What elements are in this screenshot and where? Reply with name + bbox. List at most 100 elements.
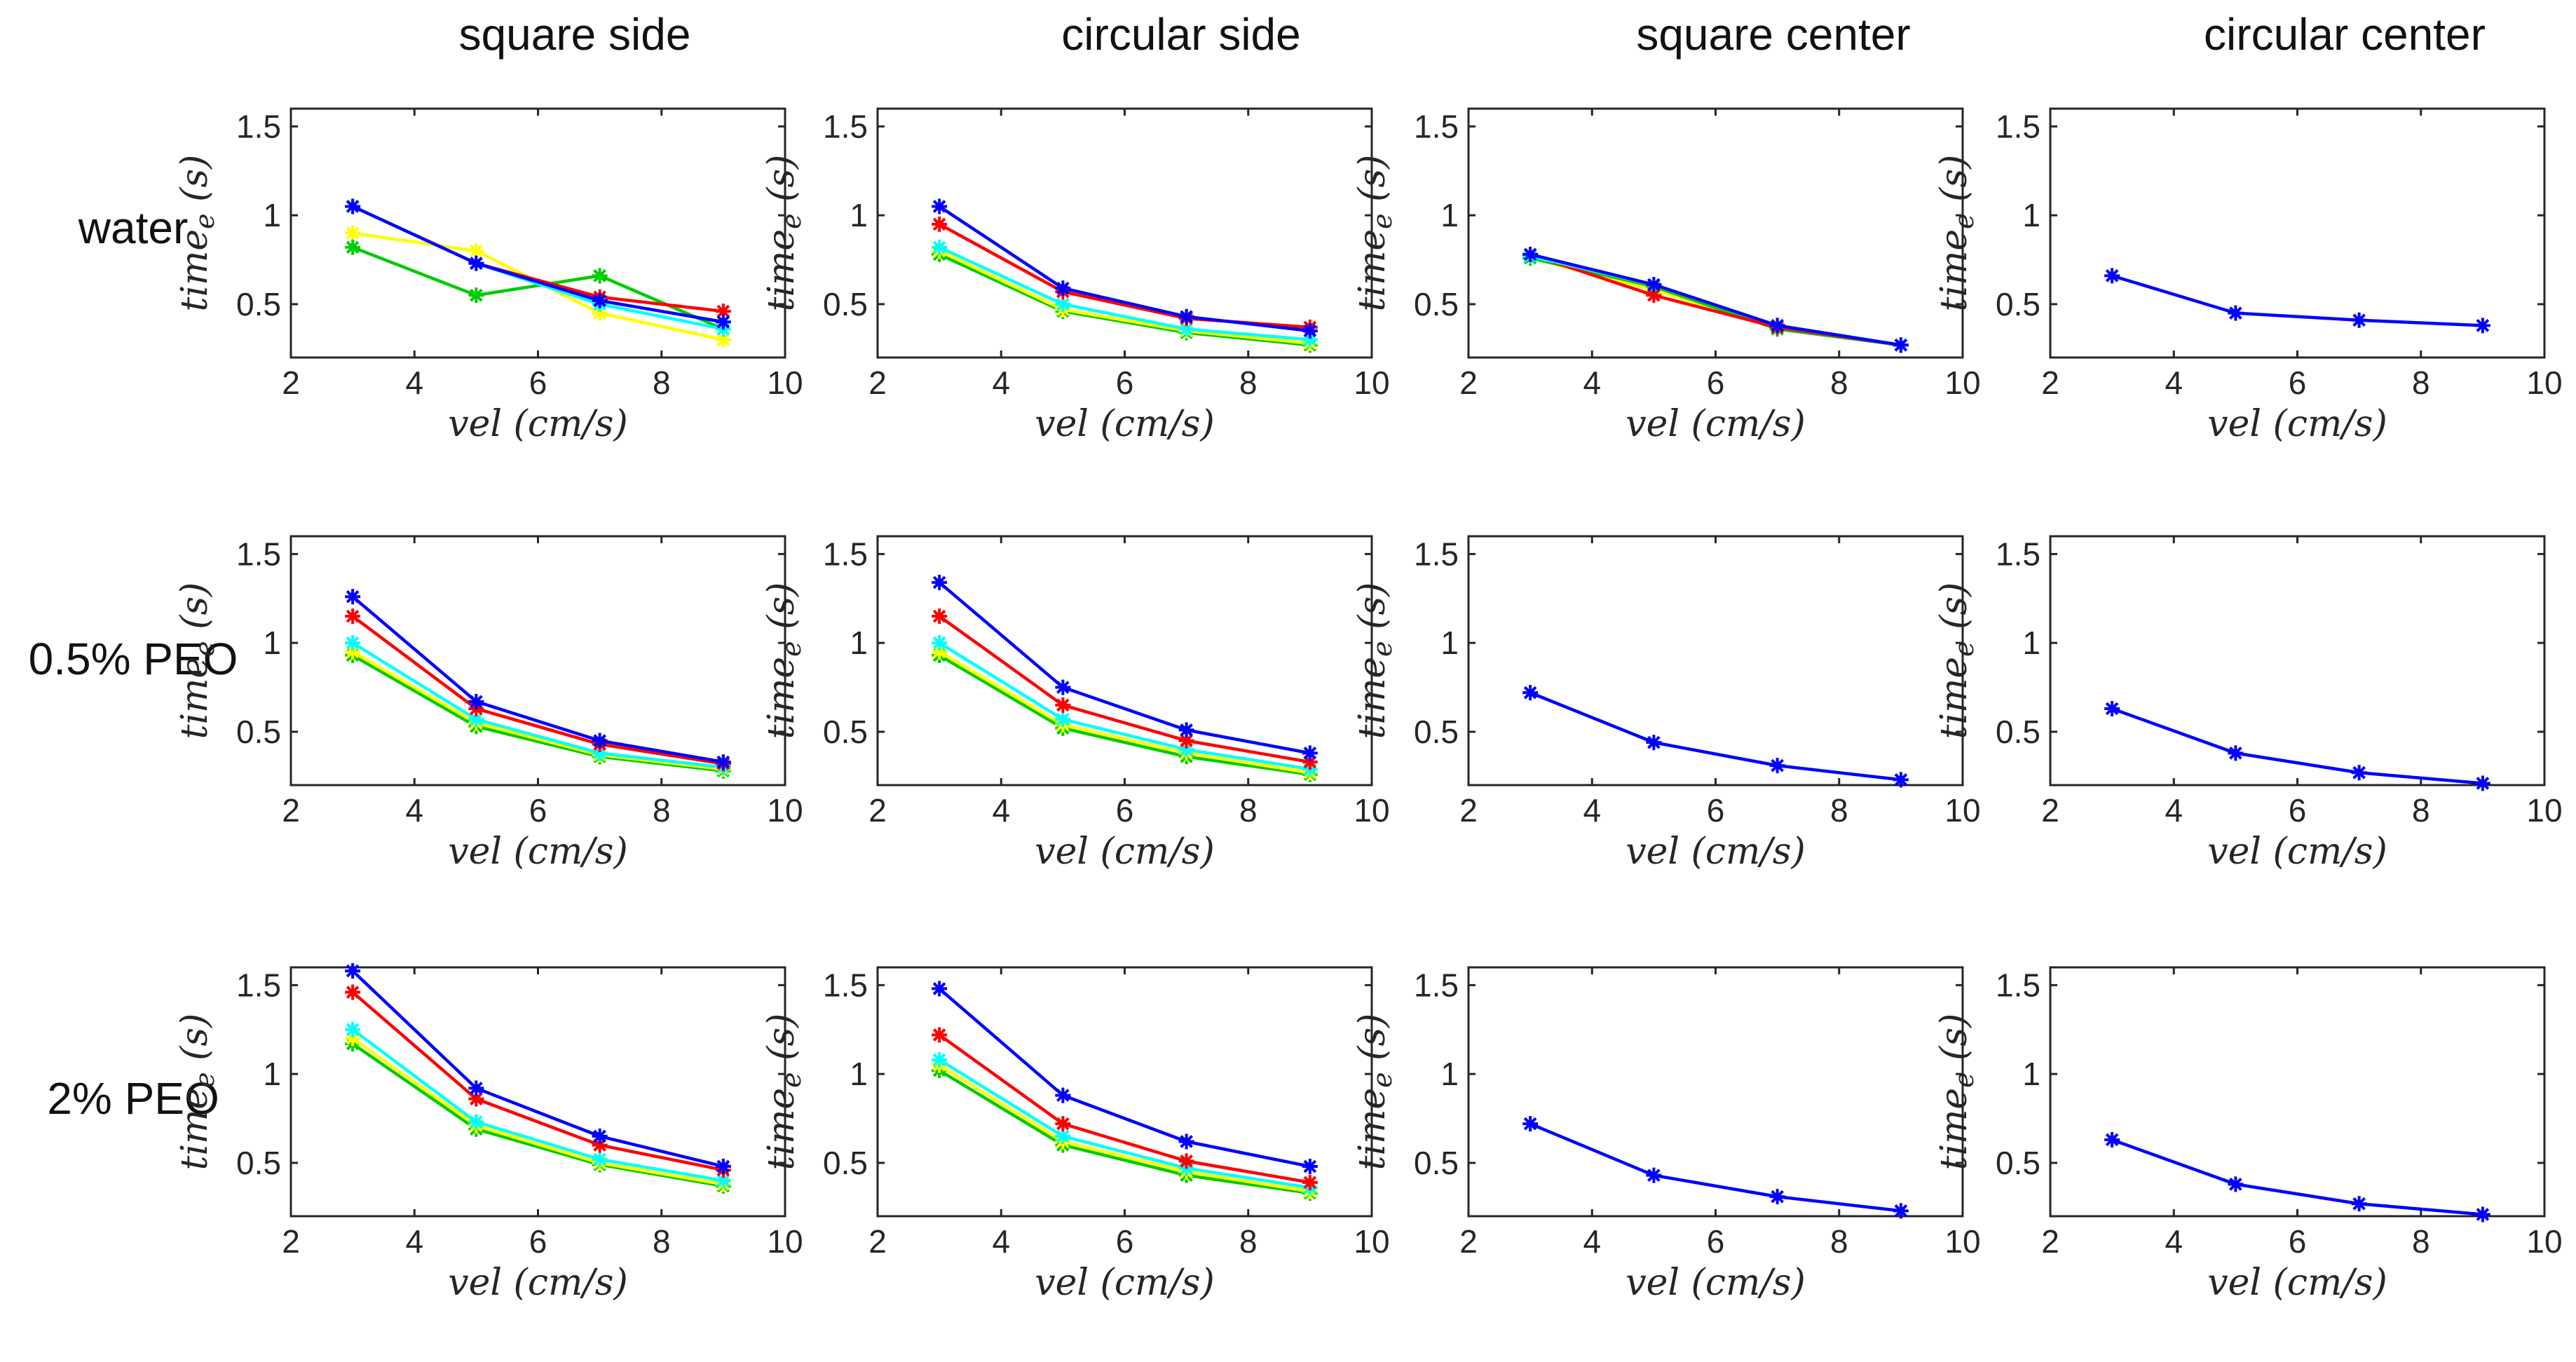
data-point-marker <box>592 1128 608 1144</box>
data-point-marker <box>345 589 361 605</box>
x-tick-label: 10 <box>767 365 803 401</box>
subplot-r2-c4: 2 4 6 8 10 0.5 1 1.5 vel (cm/s) timee (s) <box>1933 535 2563 873</box>
data-point-marker <box>932 608 948 625</box>
marker-stroke <box>2105 1133 2119 1147</box>
series-line <box>352 653 724 772</box>
x-tick-label: 8 <box>1830 1223 1848 1260</box>
x-axis-label: vel (cm/s) <box>1035 403 1215 445</box>
marker-stroke <box>346 986 360 999</box>
marker-stroke <box>716 315 730 329</box>
x-tick-label: 10 <box>767 792 803 829</box>
marker-stroke <box>1303 324 1317 338</box>
x-axis-label: vel (cm/s) <box>2207 831 2387 873</box>
x-axis-label: vel (cm/s) <box>448 831 628 873</box>
y-tick-label: 1 <box>1440 1056 1459 1092</box>
x-tick-label: 10 <box>1944 792 1980 829</box>
y-axis-label: timee (s) <box>174 583 220 740</box>
x-tick-label: 6 <box>529 792 547 829</box>
marker-stroke <box>1056 1129 1070 1143</box>
marker-stroke <box>1647 278 1661 292</box>
series-line <box>351 1028 724 1183</box>
x-tick-label: 10 <box>1354 792 1389 829</box>
x-tick-label: 8 <box>1239 792 1258 829</box>
data-point-marker <box>2104 1131 2120 1148</box>
y-tick-label: 1.5 <box>236 536 281 572</box>
series-line <box>938 987 1311 1169</box>
marker-stroke <box>346 200 360 213</box>
x-tick-label: 2 <box>868 365 887 401</box>
x-tick-label: 6 <box>1116 365 1134 401</box>
x-tick-label: 10 <box>2526 365 2562 401</box>
y-tick-label: 1 <box>263 1056 281 1092</box>
data-point-marker <box>1178 722 1194 738</box>
x-tick-label: 2 <box>868 792 887 829</box>
marker-stroke <box>346 590 360 604</box>
column-title-square-side: square side <box>458 9 691 60</box>
marker-stroke <box>1771 758 1784 772</box>
x-tick-label: 8 <box>1239 365 1258 401</box>
data-point-marker <box>592 268 608 284</box>
series-line <box>1529 1122 1902 1213</box>
data-point-marker <box>1178 308 1194 325</box>
axes-box <box>2049 107 2546 359</box>
subplot-r3-c2: 2 4 6 8 10 0.5 1 1.5 vel (cm/s) timee (s) <box>761 966 1390 1304</box>
series-line <box>352 205 724 324</box>
marker-stroke <box>1180 322 1193 336</box>
marker-stroke <box>470 244 483 258</box>
series-line <box>351 615 724 765</box>
marker-stroke <box>1303 747 1317 760</box>
marker-stroke <box>932 1028 946 1042</box>
x-tick-label: 6 <box>2289 792 2307 829</box>
x-tick-label: 2 <box>1459 1223 1478 1260</box>
x-tick-label: 4 <box>405 1223 423 1260</box>
series-line <box>1529 252 1902 347</box>
data-point-marker <box>715 314 731 330</box>
marker-stroke <box>932 982 946 995</box>
marker-stroke <box>2352 765 2366 779</box>
marker-stroke <box>716 1173 730 1187</box>
data-point-marker <box>1302 1159 1318 1174</box>
marker-stroke <box>1523 686 1537 700</box>
data-point-marker <box>468 287 484 304</box>
x-tick-label: 4 <box>1583 1223 1601 1260</box>
data-point-marker <box>1893 1203 1909 1219</box>
subplot-r2-c2: 2 4 6 8 10 0.5 1 1.5 vel (cm/s) timee (s) <box>761 535 1390 873</box>
data-point-marker <box>345 198 361 214</box>
x-tick-label: 2 <box>1459 792 1478 829</box>
series-line <box>939 245 1311 341</box>
marker-stroke <box>346 1023 360 1037</box>
y-tick-label: 1.5 <box>1996 108 2040 144</box>
x-tick-label: 4 <box>2165 792 2183 829</box>
data-point-marker <box>2474 318 2490 334</box>
y-axis-label: timee (s) <box>1351 583 1398 740</box>
row-label-water: water <box>78 203 189 253</box>
data-point-marker <box>1646 735 1662 751</box>
data-point-marker <box>1893 772 1909 788</box>
data-point-marker <box>1769 318 1785 334</box>
data-point-marker <box>1055 296 1071 312</box>
x-tick-label: 4 <box>405 792 423 829</box>
series-line <box>351 969 724 1169</box>
y-tick-label: 0.5 <box>1414 1145 1459 1181</box>
y-tick-label: 1.5 <box>823 108 868 144</box>
marker-stroke <box>716 333 730 346</box>
data-point-marker <box>715 754 731 770</box>
y-tick-label: 0.5 <box>823 714 868 750</box>
column-title-square-center: square center <box>1636 9 1911 60</box>
marker-stroke <box>346 964 360 978</box>
marker-stroke <box>470 257 483 270</box>
x-tick-label: 2 <box>282 792 300 829</box>
data-point-marker <box>1769 758 1785 774</box>
x-tick-label: 8 <box>653 1223 671 1260</box>
data-point-marker <box>932 1051 948 1068</box>
y-tick-label: 1 <box>850 1056 868 1092</box>
x-tick-label: 8 <box>653 792 671 829</box>
y-tick-label: 1 <box>1440 625 1459 661</box>
marker-stroke <box>932 217 946 231</box>
marker-stroke <box>1056 1117 1070 1131</box>
data-point-marker <box>592 1151 608 1167</box>
marker-stroke <box>1180 734 1193 747</box>
data-point-marker <box>932 635 948 651</box>
y-tick-label: 1 <box>2022 625 2040 661</box>
series-line <box>938 615 1311 764</box>
